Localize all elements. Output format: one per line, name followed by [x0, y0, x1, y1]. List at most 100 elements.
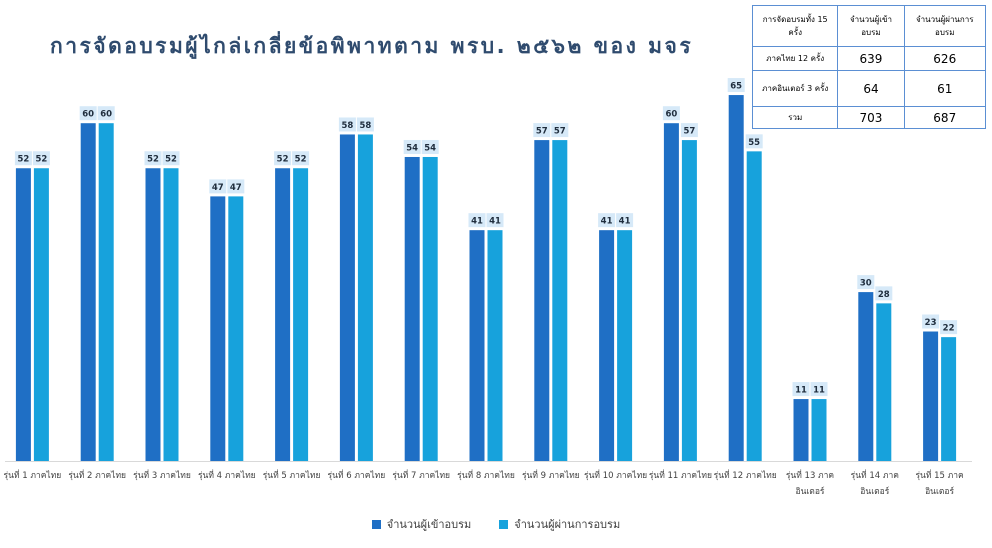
- x-tick-label: รุ่นที่ 1 ภาคไทย: [4, 469, 62, 481]
- bar: [663, 123, 679, 461]
- data-label: 11: [795, 386, 807, 396]
- summary-cell: 687: [903, 106, 986, 129]
- data-label: 11: [813, 386, 825, 396]
- summary-cell: 639: [837, 46, 905, 71]
- bar: [210, 196, 226, 461]
- data-label: 58: [341, 121, 353, 131]
- summary-cell: 64: [837, 70, 905, 107]
- data-label: 30: [860, 279, 872, 289]
- data-label: 41: [619, 217, 631, 227]
- bar: [923, 331, 939, 461]
- data-label-bg: [403, 139, 421, 154]
- data-label-bg: [662, 106, 680, 121]
- data-label-bg: [745, 134, 763, 149]
- data-label-bg: [356, 117, 374, 132]
- legend-swatch: [499, 519, 509, 529]
- data-label-bg: [598, 213, 616, 228]
- data-label-bg: [274, 151, 292, 166]
- data-label-bg: [14, 151, 32, 166]
- data-label: 22: [943, 324, 955, 334]
- data-label: 52: [17, 155, 29, 165]
- x-tick-label: รุ่นที่ 3 ภาคไทย: [133, 469, 191, 481]
- summary-row-label: ภาคไทย 12 ครั้ง: [751, 46, 839, 71]
- bar: [599, 230, 615, 461]
- x-tick-label: รุ่นที่ 5 ภาคไทย: [263, 469, 321, 481]
- data-label-bg: [227, 179, 245, 194]
- summary-header-cell: จำนวนผู้ผ่านการอบรม: [903, 5, 986, 47]
- data-label-bg: [680, 123, 698, 138]
- x-tick-label: รุ่นที่ 10 ภาคไทย: [584, 469, 647, 481]
- x-tick-label: รุ่นที่ 13 ภาค: [786, 469, 834, 481]
- data-label-bg: [292, 151, 310, 166]
- data-label: 52: [277, 155, 289, 165]
- data-label: 65: [730, 82, 742, 92]
- data-label: 47: [230, 183, 242, 193]
- data-label: 52: [165, 155, 177, 165]
- data-label-bg: [922, 314, 940, 329]
- x-tick-label: รุ่นที่ 14 ภาค: [851, 469, 899, 481]
- x-tick-label: รุ่นที่ 4 ภาคไทย: [198, 469, 256, 481]
- summary-header-cell: การจัดอบรมทั้ง 15 ครั้ง: [751, 5, 839, 47]
- data-label: 47: [212, 183, 224, 193]
- data-label-bg: [616, 213, 634, 228]
- data-label: 52: [295, 155, 307, 165]
- bar: [404, 156, 420, 462]
- data-label-bg: [32, 151, 50, 166]
- data-label: 55: [748, 138, 760, 148]
- data-label: 60: [82, 110, 94, 120]
- data-label: 41: [471, 217, 483, 227]
- bar: [275, 168, 291, 462]
- summary-cell: 61: [903, 70, 986, 107]
- x-tick-label: รุ่นที่ 6 ภาคไทย: [328, 469, 386, 481]
- data-label-bg: [468, 213, 486, 228]
- bar: [339, 134, 355, 461]
- x-tick-label: รุ่นที่ 15 ภาค: [915, 469, 963, 481]
- bar: [228, 196, 244, 461]
- bar: [33, 168, 49, 462]
- data-label-bg: [940, 320, 958, 335]
- data-label: 23: [925, 318, 937, 328]
- bar: [357, 134, 373, 461]
- bar: [469, 230, 485, 461]
- bar: [858, 292, 874, 461]
- data-label: 28: [878, 290, 890, 300]
- summary-table: การจัดอบรมทั้ง 15 ครั้ง จำนวนผู้เข้าอบรม…: [751, 5, 986, 129]
- data-label-bg: [209, 179, 227, 194]
- bar: [811, 399, 827, 461]
- x-tick-label: รุ่นที่ 8 ภาคไทย: [457, 469, 515, 481]
- bar: [728, 95, 744, 462]
- data-label-bg: [486, 213, 504, 228]
- x-tick-label: อินเตอร์: [925, 486, 954, 497]
- data-label: 57: [554, 127, 566, 137]
- data-label: 57: [683, 127, 695, 137]
- data-label-bg: [551, 123, 569, 138]
- summary-row-label: ภาคอินเตอร์ 3 ครั้ง: [751, 70, 839, 107]
- summary-cell: 626: [903, 46, 986, 71]
- x-tick-label: อินเตอร์: [860, 486, 889, 497]
- legend-label: จำนวนผู้ผ่านการอบรม: [514, 518, 621, 531]
- data-label-bg: [162, 151, 180, 166]
- chart-title: การจัดอบรมผู้ไกล่เกลี่ยข้อพิพาทตาม พรบ. …: [50, 34, 694, 58]
- data-label-bg: [727, 78, 745, 93]
- data-label-bg: [79, 106, 97, 121]
- summary-header-row: การจัดอบรมทั้ง 15 ครั้ง จำนวนผู้เข้าอบรม…: [751, 5, 986, 47]
- data-label-bg: [338, 117, 356, 132]
- data-label: 41: [489, 217, 501, 227]
- bar: [876, 303, 892, 461]
- data-label-bg: [875, 286, 893, 301]
- data-label-bg: [97, 106, 115, 121]
- x-tick-label: รุ่นที่ 12 ภาคไทย: [714, 469, 777, 481]
- data-label: 57: [536, 127, 548, 137]
- bar: [145, 168, 161, 462]
- summary-row: ภาคไทย 12 ครั้ง 639 626: [751, 46, 986, 71]
- data-label-bg: [792, 382, 810, 397]
- data-label: 52: [147, 155, 159, 165]
- data-label: 54: [424, 143, 436, 153]
- data-label: 58: [359, 121, 371, 131]
- summary-row: รวม 703 687: [751, 106, 986, 129]
- legend-item: จำนวนผู้ผ่านการอบรม: [499, 515, 620, 533]
- data-label: 54: [406, 143, 418, 153]
- summary-header-cell: จำนวนผู้เข้าอบรม: [837, 5, 905, 47]
- bar: [422, 156, 438, 462]
